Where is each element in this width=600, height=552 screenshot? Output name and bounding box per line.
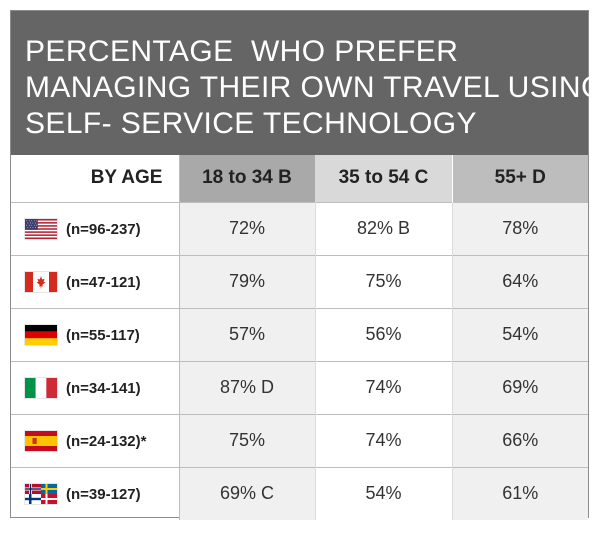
sample-size-usa: (n=96-237) [66, 220, 141, 238]
col-header-18-34: 18 to 34 B [179, 155, 316, 202]
cell-nordics-18-34: 69% C [179, 467, 316, 520]
chart-title-line-3: SELF- SERVICE TECHNOLOGY [25, 107, 477, 140]
cell-usa-55-plus: 78% [452, 202, 588, 255]
nordic-flags-icon [25, 484, 57, 505]
table-row-nordics: (n=39-127) 69% C 54% 61% [11, 467, 588, 520]
sample-size-nordics: (n=39-127) [66, 485, 141, 503]
cell-usa-35-54: 82% B [315, 202, 453, 255]
cell-germany-35-54: 56% [315, 308, 453, 361]
cell-nordics-35-54: 54% [315, 467, 453, 520]
germany-flag-icon [25, 325, 57, 346]
usa-flag-icon [25, 219, 57, 240]
cell-germany-18-34: 57% [179, 308, 316, 361]
row-label-usa: (n=96-237) [11, 202, 180, 255]
sample-size-germany: (n=55-117) [66, 326, 140, 344]
canada-flag-icon [25, 272, 57, 293]
sample-size-italy: (n=34-141) [66, 379, 141, 397]
col-header-35-54: 35 to 54 C [315, 155, 453, 202]
header-row: BY AGE 18 to 34 B 35 to 54 C 55+ D [11, 155, 588, 202]
by-age-header: BY AGE [11, 155, 180, 202]
table-row-spain: (n=24-132)* 75% 74% 66% [11, 414, 588, 467]
table-row-italy: (n=34-141) 87% D 74% 69% [11, 361, 588, 414]
chart-title-line-2: MANAGING THEIR OWN TRAVEL USING [25, 71, 600, 104]
sample-size-canada: (n=47-121) [66, 273, 141, 291]
cell-spain-18-34: 75% [179, 414, 316, 467]
table-row-usa: (n=96-237) 72% 82% B 78% [11, 202, 588, 255]
table-row-canada: (n=47-121) 79% 75% 64% [11, 255, 588, 308]
cell-spain-35-54: 74% [315, 414, 453, 467]
sample-size-spain: (n=24-132)* [66, 432, 147, 450]
cell-canada-55-plus: 64% [452, 255, 588, 308]
cell-nordics-55-plus: 61% [452, 467, 588, 520]
data-table: BY AGE 18 to 34 B 35 to 54 C 55+ D [11, 155, 588, 520]
cell-canada-18-34: 79% [179, 255, 316, 308]
cell-germany-55-plus: 54% [452, 308, 588, 361]
cell-italy-55-plus: 69% [452, 361, 588, 414]
row-label-spain: (n=24-132)* [11, 414, 180, 467]
row-label-italy: (n=34-141) [11, 361, 180, 414]
table-row-germany: (n=55-117) 57% 56% 54% [11, 308, 588, 361]
cell-canada-35-54: 75% [315, 255, 453, 308]
cell-spain-55-plus: 66% [452, 414, 588, 467]
title-bar: PERCENTAGE WHO PREFER MANAGING THEIR OWN… [11, 11, 600, 155]
cell-usa-18-34: 72% [179, 202, 316, 255]
cell-italy-35-54: 74% [315, 361, 453, 414]
chart-title-line-1: PERCENTAGE WHO PREFER [25, 35, 459, 68]
italy-flag-icon [25, 378, 57, 399]
cell-italy-18-34: 87% D [179, 361, 316, 414]
col-header-55-plus: 55+ D [452, 155, 588, 202]
chart-card: PERCENTAGE WHO PREFER MANAGING THEIR OWN… [10, 10, 600, 520]
row-label-germany: (n=55-117) [11, 308, 180, 361]
spain-flag-icon [25, 431, 57, 452]
row-label-canada: (n=47-121) [11, 255, 180, 308]
row-label-nordics: (n=39-127) [11, 467, 180, 520]
